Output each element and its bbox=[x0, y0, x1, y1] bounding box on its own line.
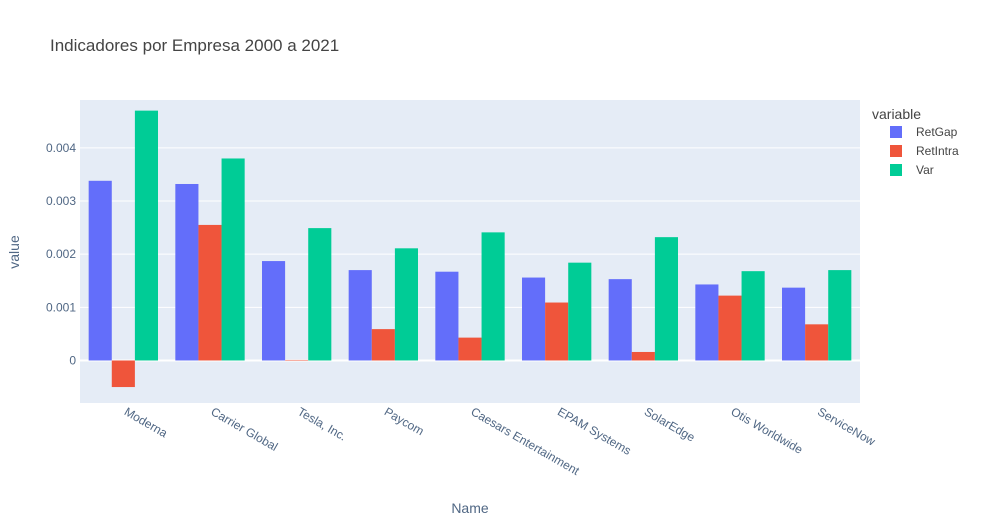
bar-retintra-7[interactable] bbox=[718, 295, 742, 361]
y-tick-label: 0.002 bbox=[46, 247, 76, 261]
bar-var-4[interactable] bbox=[481, 232, 505, 361]
bar-retgap-2[interactable] bbox=[262, 261, 286, 361]
bar-retintra-3[interactable] bbox=[371, 329, 395, 361]
legend-title: variable bbox=[872, 106, 921, 122]
bar-retintra-4[interactable] bbox=[458, 337, 482, 361]
legend[interactable]: RetGap RetIntra Var bbox=[890, 125, 959, 177]
x-tick-label: Carrier Global bbox=[209, 404, 281, 453]
x-tick-label: EPAM Systems bbox=[555, 404, 633, 457]
bar-var-5[interactable] bbox=[568, 262, 592, 361]
bar-retintra-8[interactable] bbox=[805, 324, 829, 361]
x-tick-label: ServiceNow bbox=[815, 404, 878, 448]
bar-var-7[interactable] bbox=[741, 271, 765, 361]
y-tick-label: 0 bbox=[69, 353, 76, 367]
bar-var-6[interactable] bbox=[654, 237, 678, 361]
bars bbox=[88, 110, 852, 388]
legend-label-var[interactable]: Var bbox=[916, 163, 934, 177]
x-axis-title: Name bbox=[451, 500, 489, 516]
legend-swatch-retintra[interactable] bbox=[890, 145, 902, 157]
bar-retintra-5[interactable] bbox=[545, 302, 569, 361]
bar-retgap-1[interactable] bbox=[175, 183, 199, 361]
bar-retgap-5[interactable] bbox=[522, 277, 546, 361]
legend-swatch-var[interactable] bbox=[890, 164, 902, 176]
bar-var-2[interactable] bbox=[308, 228, 332, 361]
bar-retgap-0[interactable] bbox=[88, 180, 112, 361]
bar-var-8[interactable] bbox=[828, 270, 852, 361]
legend-label-retgap[interactable]: RetGap bbox=[916, 125, 958, 139]
x-tick-label: Paycom bbox=[382, 404, 427, 438]
y-tick-label: 0.001 bbox=[46, 300, 76, 314]
bar-var-1[interactable] bbox=[221, 158, 245, 361]
x-tick-label: Tesla, Inc. bbox=[295, 404, 349, 443]
x-axis-ticks: Moderna Carrier Global Tesla, Inc. Paycom Ca… bbox=[122, 404, 878, 478]
bar-retgap-7[interactable] bbox=[695, 284, 719, 361]
chart-title: Indicadores por Empresa 2000 a 2021 bbox=[50, 36, 339, 55]
bar-var-3[interactable] bbox=[394, 248, 418, 361]
x-tick-label: SolarEdge bbox=[642, 404, 698, 444]
legend-label-retintra[interactable]: RetIntra bbox=[916, 144, 959, 158]
bar-retintra-6[interactable] bbox=[631, 351, 655, 361]
y-axis-ticks: 0 0.001 0.002 0.003 0.004 bbox=[46, 141, 76, 368]
y-axis-title: value bbox=[6, 235, 22, 269]
bar-retgap-8[interactable] bbox=[782, 287, 806, 361]
bar-retintra-0[interactable] bbox=[111, 360, 135, 388]
bar-retintra-2[interactable] bbox=[285, 359, 309, 361]
bar-retintra-1[interactable] bbox=[198, 224, 222, 361]
bar-retgap-6[interactable] bbox=[608, 279, 632, 361]
bar-retgap-4[interactable] bbox=[435, 271, 459, 361]
bar-var-0[interactable] bbox=[134, 110, 158, 361]
x-tick-label: Otis Worldwide bbox=[729, 404, 806, 457]
y-tick-label: 0.004 bbox=[46, 141, 76, 155]
x-tick-label: Moderna bbox=[122, 404, 170, 440]
bar-retgap-3[interactable] bbox=[348, 270, 372, 361]
legend-swatch-retgap[interactable] bbox=[890, 126, 902, 138]
y-tick-label: 0.003 bbox=[46, 194, 76, 208]
